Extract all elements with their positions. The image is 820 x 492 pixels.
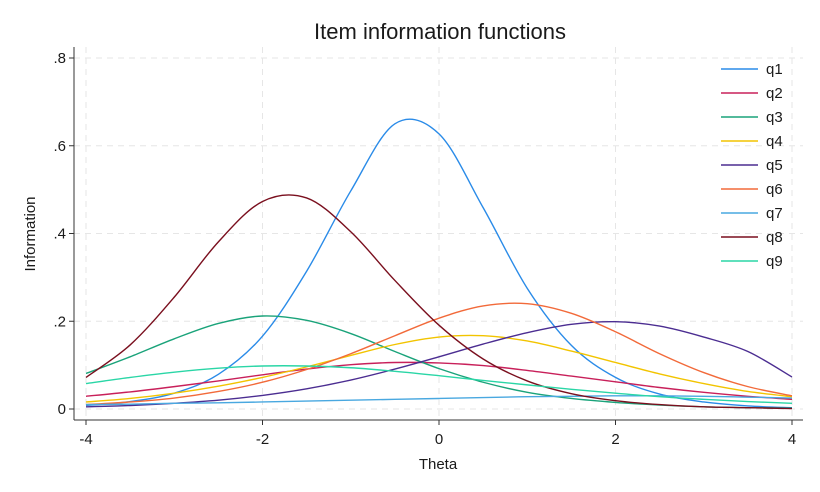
legend-item: q4 bbox=[721, 133, 783, 150]
legend-item: q7 bbox=[721, 205, 783, 222]
legend-label: q1 bbox=[766, 61, 783, 78]
series-line-q7 bbox=[85, 395, 793, 406]
series-line-q2 bbox=[85, 361, 793, 401]
x-tick-label: -4 bbox=[79, 431, 92, 448]
x-tick-label: 2 bbox=[611, 431, 619, 448]
x-axis-label: Theta bbox=[419, 456, 458, 473]
x-tick-label: 0 bbox=[435, 431, 443, 448]
legend-label: q6 bbox=[766, 181, 783, 198]
x-tick-label: -2 bbox=[256, 431, 269, 448]
legend: q1 q2 q3 q4 q5 q6 q7 q8 q9 bbox=[721, 61, 783, 270]
y-tick-label: 0 bbox=[58, 401, 66, 418]
y-tick-label: .6 bbox=[53, 138, 66, 155]
series-line-q9 bbox=[85, 365, 793, 404]
legend-item: q5 bbox=[721, 157, 783, 174]
legend-label: q8 bbox=[766, 229, 783, 246]
axes: 0 .2 .4 .6 .8 -4 -2 0 2 4 bbox=[53, 47, 803, 448]
legend-label: q3 bbox=[766, 109, 783, 126]
chart-title: Item information functions bbox=[314, 19, 566, 44]
legend-item: q8 bbox=[721, 229, 783, 246]
legend-label: q5 bbox=[766, 157, 783, 174]
series-line-q6 bbox=[85, 302, 793, 406]
y-tick-label: .8 bbox=[53, 50, 66, 67]
y-tick-label: .2 bbox=[53, 313, 66, 330]
legend-item: q1 bbox=[721, 61, 783, 78]
series-line-q1 bbox=[85, 118, 793, 409]
series-line-q3 bbox=[85, 315, 793, 409]
legend-label: q2 bbox=[766, 85, 783, 102]
legend-label: q4 bbox=[766, 133, 783, 150]
y-axis-label: Information bbox=[22, 196, 39, 271]
legend-item: q9 bbox=[721, 253, 783, 270]
series-line-q8 bbox=[85, 194, 793, 410]
series-lines bbox=[85, 118, 793, 410]
legend-item: q3 bbox=[721, 109, 783, 126]
legend-item: q6 bbox=[721, 181, 783, 198]
series-line-q4 bbox=[85, 334, 793, 403]
y-tick-label: .4 bbox=[53, 226, 66, 243]
legend-label: q7 bbox=[766, 205, 783, 222]
legend-item: q2 bbox=[721, 85, 783, 102]
series-line-q5 bbox=[85, 320, 793, 408]
legend-label: q9 bbox=[766, 253, 783, 270]
gridlines bbox=[74, 47, 803, 420]
x-tick-label: 4 bbox=[788, 431, 796, 448]
